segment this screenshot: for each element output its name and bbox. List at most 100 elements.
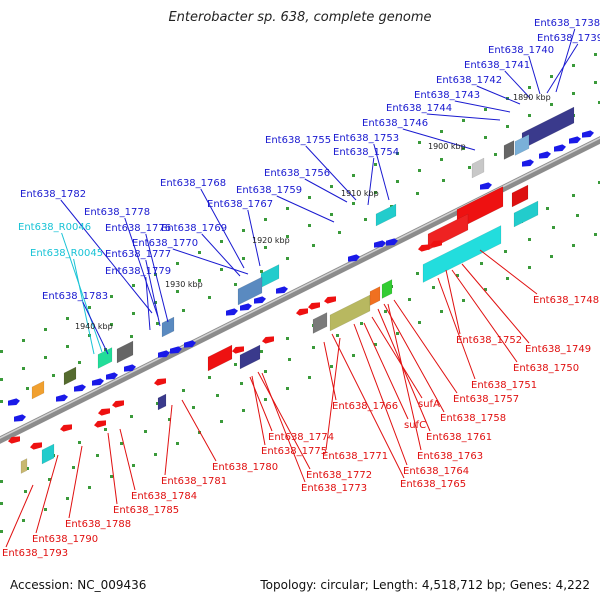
- grid-dot: [44, 328, 47, 331]
- gene-label-minus: Ent638_1764: [403, 466, 469, 477]
- callout-line: [247, 209, 261, 267]
- grid-dot: [198, 279, 201, 282]
- grid-dot: [418, 321, 421, 324]
- minus-gene-arrow: [30, 442, 42, 450]
- grid-dot: [168, 418, 171, 421]
- gene-label-plus: Ent638_1754: [333, 147, 399, 158]
- accession-text: Accession: NC_009436: [10, 578, 147, 592]
- grid-dot: [26, 467, 29, 470]
- gene-label-minus: Ent638_1771: [322, 451, 388, 462]
- grid-dot: [66, 317, 69, 320]
- callout-line: [119, 428, 136, 491]
- gene-label-plus: Ent638_1742: [436, 75, 502, 86]
- grid-dot: [130, 335, 133, 338]
- grid-dot: [364, 218, 367, 221]
- plus-gene-block: [31, 380, 45, 400]
- callout-line: [124, 217, 159, 318]
- callout-line: [555, 28, 576, 93]
- grid-dot: [456, 274, 459, 277]
- grid-dot: [176, 262, 179, 265]
- grid-dot: [234, 363, 237, 366]
- grid-dot: [312, 244, 315, 247]
- gene-label-minus: Ent638_1774: [268, 432, 334, 443]
- gene-label-plus: Ent638_1770: [132, 238, 198, 249]
- grid-dot: [182, 309, 185, 312]
- plus-gene-arrow: [226, 308, 238, 316]
- kbp-label: 1900 kbp: [428, 142, 466, 151]
- gene-label-minus: Ent638_1751: [471, 380, 537, 391]
- callout-line: [528, 55, 541, 95]
- minus-gene-block: [511, 184, 529, 208]
- gene-label-plus: Ent638_1746: [362, 118, 428, 129]
- callout-line: [331, 333, 405, 479]
- kbp-label: 1920 kbp: [252, 236, 290, 245]
- plus-gene-arrow: [582, 130, 594, 138]
- minus-gene-arrow: [94, 420, 106, 428]
- grid-dot: [0, 530, 3, 533]
- grid-dot: [88, 486, 91, 489]
- grid-dot: [234, 283, 237, 286]
- grid-dot: [216, 394, 219, 397]
- grid-dot: [374, 343, 377, 346]
- gene-label-plus: Ent638_1768: [160, 178, 226, 189]
- grid-dot: [154, 301, 157, 304]
- grid-dot: [494, 153, 497, 156]
- grid-dot: [308, 376, 311, 379]
- gene-label-plus: Ent638_R0045: [30, 248, 103, 259]
- grid-dot: [176, 442, 179, 445]
- grid-dot: [308, 224, 311, 227]
- grid-dot: [96, 454, 99, 457]
- grid-dot: [264, 218, 267, 221]
- grid-dot: [442, 179, 445, 182]
- grid-dot: [104, 428, 107, 431]
- grid-dot: [416, 272, 419, 275]
- grid-dot: [286, 257, 289, 260]
- plus-gene-arrow: [158, 350, 170, 358]
- plus-gene-arrow: [569, 136, 581, 144]
- grid-dot: [572, 194, 575, 197]
- grid-dot: [484, 136, 487, 139]
- grid-dot: [240, 382, 243, 385]
- grid-dot: [408, 298, 411, 301]
- grid-dot: [88, 334, 91, 337]
- minus-gene-block: [41, 443, 55, 465]
- grid-dot: [110, 323, 113, 326]
- kbp-label: 1930 kbp: [165, 280, 203, 289]
- callout-line: [145, 259, 161, 327]
- gene-label-minus: Ent638_1772: [306, 470, 372, 481]
- grid-dot: [396, 180, 399, 183]
- gene-features: [8, 106, 594, 474]
- callout-line: [353, 323, 408, 466]
- grid-dot: [432, 286, 435, 289]
- plus-gene-arrow: [386, 238, 398, 246]
- minus-gene-arrow: [324, 296, 336, 304]
- grid-dot: [336, 334, 339, 337]
- minus-gene-block: [513, 200, 539, 228]
- plus-gene-arrow: [276, 286, 288, 294]
- grid-dot: [286, 387, 289, 390]
- gene-label-minus: Ent638_1749: [525, 344, 591, 355]
- kbp-label: 1940 kbp: [75, 322, 113, 331]
- callout-line: [383, 303, 445, 413]
- grid-dot: [374, 191, 377, 194]
- gridline-dots: [0, 53, 600, 533]
- grid-dot: [528, 114, 531, 117]
- plus-gene-block: [63, 366, 77, 386]
- grid-dot: [416, 192, 419, 195]
- grid-dot: [22, 339, 25, 342]
- callout-line: [145, 233, 169, 323]
- gene-label-plus: Ent638_1739: [537, 33, 600, 44]
- grid-dot: [44, 356, 47, 359]
- gene-label-minus: Ent638_1750: [513, 363, 579, 374]
- callout-line: [371, 316, 423, 399]
- grid-dot: [208, 296, 211, 299]
- minus-gene-block: [369, 286, 381, 306]
- plus-gene-block: [375, 203, 397, 227]
- grid-dot: [504, 250, 507, 253]
- grid-dot: [598, 181, 600, 184]
- gene-label-minus: Ent638_1790: [32, 534, 98, 545]
- grid-dot: [132, 464, 135, 467]
- topology-text: Topology: circular; Length: 4,518,712 bp…: [260, 578, 590, 592]
